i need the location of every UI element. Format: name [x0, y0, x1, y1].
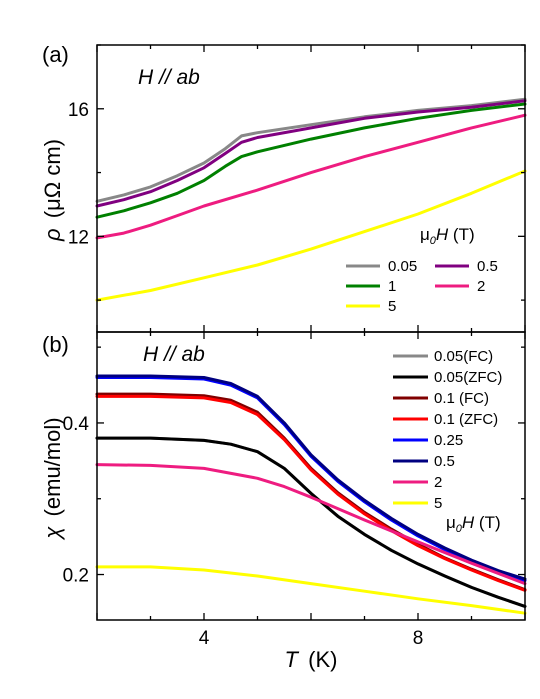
panel-a-series-2 [95, 102, 527, 219]
legend-label: 0.1 (ZFC) [434, 411, 498, 428]
panel-b-letter: (b) [42, 332, 69, 357]
panel-a-ylabel: ρ (μΩ cm) [40, 139, 65, 242]
panel-b-ticks: 0.2 0.4 4 8 [63, 332, 526, 649]
y-tick-label: 12 [68, 227, 89, 248]
legend-label: 2 [434, 474, 442, 491]
panel-b-series-7 [95, 565, 527, 615]
panel-b: 0.2 0.4 4 8 (b) H // ab χ (emu/mol) μ0H (T)… [40, 331, 527, 672]
panel-a-letter: (a) [42, 42, 69, 67]
svg-text:ρ (μΩ cm): ρ (μΩ cm) [40, 139, 65, 242]
legend-label: 1 [388, 278, 396, 295]
x-tick-label: 4 [199, 628, 210, 649]
legend-label: 0.05(ZFC) [434, 369, 502, 386]
panel-a-series-3 [95, 113, 527, 240]
panel-a-series-4 [95, 169, 527, 302]
legend-label: 0.1 (FC) [434, 390, 489, 407]
panel-a-legend-title: μ0H (T) [420, 225, 475, 247]
legend-label: 0.05 [388, 258, 417, 275]
legend-label: 0.05(FC) [434, 348, 493, 365]
panel-b-ylabel-unit: (emu/mol) [40, 417, 65, 516]
panel-b-condition: H // ab [143, 343, 205, 366]
y-tick-label: 0.4 [63, 414, 90, 435]
x-axis-label-symbol: T [285, 647, 300, 672]
panel-a-legend: μ0H (T) 0.05 0.5 1 2 5 [346, 225, 498, 315]
y-tick-label: 16 [68, 100, 89, 121]
x-tick-label: 8 [413, 628, 424, 649]
panel-b-legend: μ0H (T) 0.05(FC) 0.05(ZFC) 0.1 (FC) 0.1 (ZF… [393, 348, 502, 535]
panel-a-series-1 [95, 99, 527, 208]
panel-b-series-6 [95, 463, 527, 586]
panel-b-ylabel-symbol: χ [40, 526, 65, 541]
panel-a-ylabel-symbol: ρ [40, 228, 65, 242]
legend-label: 0.5 [477, 258, 498, 275]
legend-label: 0.5 [434, 453, 455, 470]
legend-label: 2 [477, 278, 485, 295]
panel-b-series [95, 374, 527, 615]
panel-b-series-3 [95, 394, 527, 592]
panel-a-series-0 [95, 97, 527, 203]
panel-b-series-5 [95, 374, 527, 581]
legend-label: 5 [434, 495, 442, 512]
panel-a-condition: H // ab [138, 66, 200, 89]
legend-label: 0.25 [434, 432, 463, 449]
panel-b-series-1 [95, 436, 527, 608]
panel-a-series [95, 97, 527, 302]
legend-label: 5 [388, 298, 396, 315]
panel-b-legend-title: μ0H (T) [446, 513, 501, 535]
panel-b-ylabel: χ (emu/mol) [40, 417, 65, 540]
panel-a-ylabel-unit: (μΩ cm) [40, 139, 65, 218]
x-axis-label: T (K) [285, 647, 338, 672]
panel-b-series-4 [95, 376, 527, 583]
y-tick-label: 0.2 [63, 566, 89, 587]
svg-text:χ (emu/mol): χ (emu/mol) [40, 417, 65, 540]
x-axis-label-unit: (K) [308, 647, 337, 672]
